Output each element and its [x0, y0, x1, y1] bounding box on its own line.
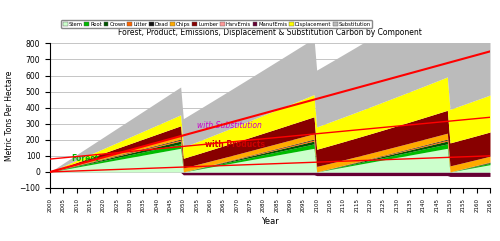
- Text: with Products: with Products: [204, 140, 264, 149]
- Y-axis label: Metric Tons Per Hectare: Metric Tons Per Hectare: [5, 70, 14, 161]
- Text: Forest: Forest: [72, 154, 99, 163]
- Title: Forest, Product, Emissions, Displacement & Substitution Carbon by Component: Forest, Product, Emissions, Displacement…: [118, 28, 422, 37]
- Text: with Substitution: with Substitution: [196, 121, 262, 130]
- X-axis label: Year: Year: [261, 217, 279, 226]
- Legend: Stem, Root, Crown, Litter, Dead, Chips, Lumber, HarvEmis, ManufEmis, Displacemen: Stem, Root, Crown, Litter, Dead, Chips, …: [62, 20, 372, 28]
